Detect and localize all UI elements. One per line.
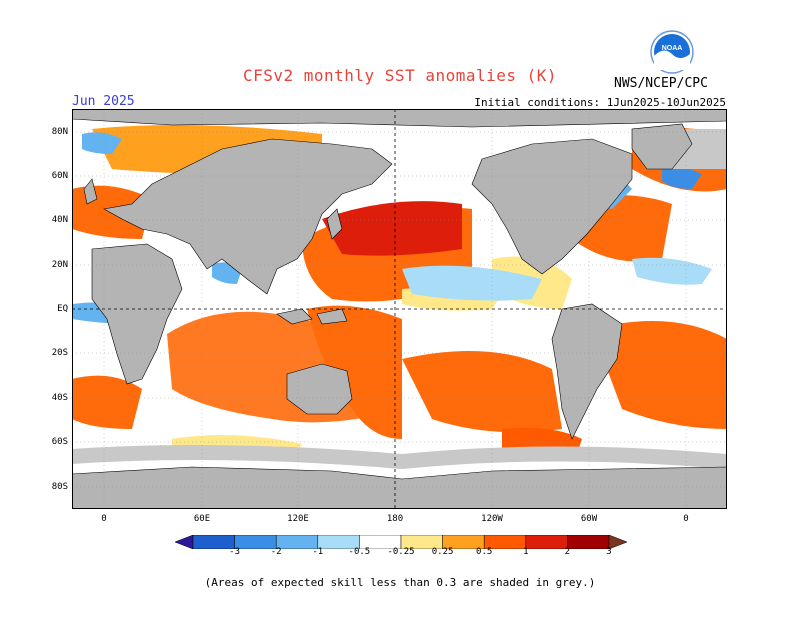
colorbar-tick-label: 3 [606,547,612,557]
lat-label: 60S [51,437,68,447]
minor-grid [72,109,727,509]
lon-label: 120W [481,514,503,524]
sst-anomaly-map [72,109,727,509]
lat-label: 20N [51,260,68,270]
colorbar-tick-label: -1 [312,547,324,557]
lon-label: 180 [386,514,404,524]
lat-label: 20S [51,348,68,358]
chart-title: CFSv2 monthly SST anomalies (K) [242,66,558,85]
colorbar-tick-label: -0.25 [387,547,415,557]
lat-label: 40S [51,393,68,403]
lat-label: EQ [57,304,68,314]
lat-label: 80N [51,127,68,137]
lat-label: 80S [51,482,68,492]
lon-label: 0 [101,514,107,524]
lat-label: 40N [51,215,68,225]
lon-label: 0 [683,514,689,524]
noaa-logo: NOAA [650,30,694,74]
colorbar-tick-label: -2 [270,547,282,557]
grid-lines [72,109,727,509]
lon-label: 60E [193,514,211,524]
colorbar-tick-label: 1 [523,547,529,557]
colorbar-tick-label: 0.25 [431,547,454,557]
colorbar-cell [608,535,627,549]
map-frame [72,109,727,509]
colorbar-tick-label: 0.5 [476,547,493,557]
colorbar-tick-label: 2 [564,547,571,557]
lon-label: 120E [287,514,309,524]
lat-label: 60N [51,171,68,181]
footnote: (Areas of expected skill less than 0.3 a… [204,576,596,589]
colorbar-tick-label: -0.5 [348,547,371,557]
lon-label: 60W [580,514,598,524]
colorbar-tick-label: -3 [229,547,241,557]
agency-label: NWS/NCEP/CPC [614,76,708,91]
initial-conditions-label: Initial conditions: 1Jun2025-10Jun2025 [474,96,726,109]
colorbar [175,535,627,549]
colorbar-cell [175,535,194,549]
noaa-logo-text: NOAA [662,45,683,52]
land-masses [72,109,727,509]
month-label: Jun 2025 [72,94,135,109]
